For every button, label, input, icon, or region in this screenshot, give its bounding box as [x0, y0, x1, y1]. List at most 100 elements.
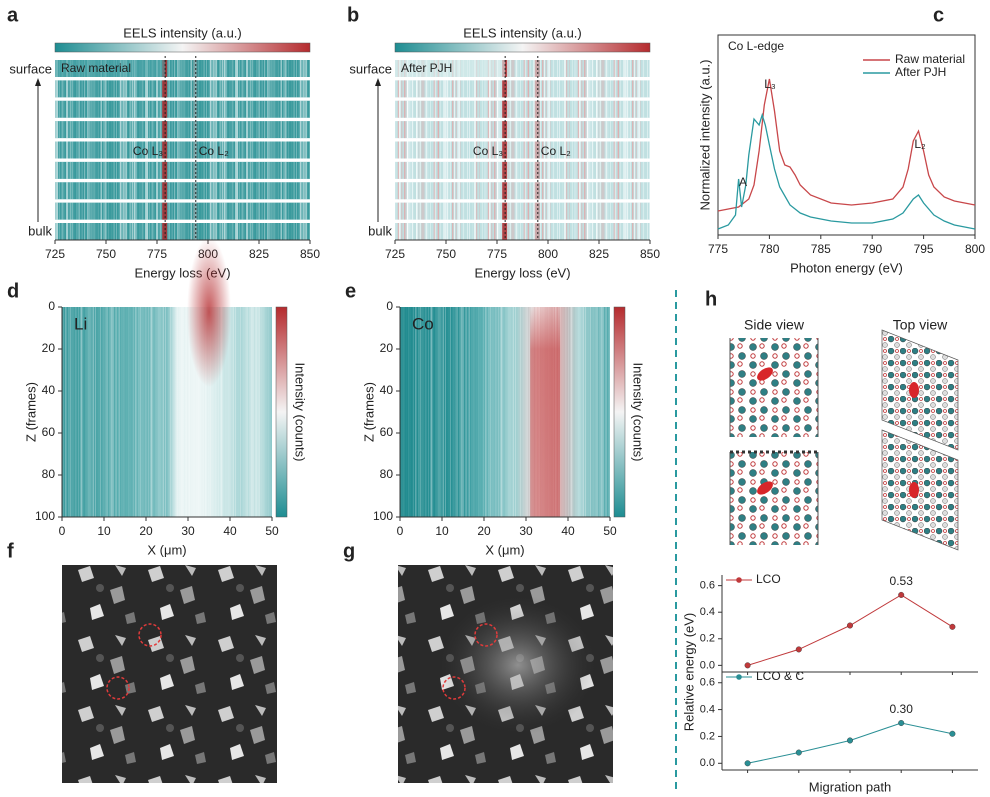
highlight-circle	[138, 623, 162, 647]
panel-label: e	[345, 280, 356, 302]
heatmap-hotspot	[187, 237, 231, 387]
annotation: L₂	[914, 137, 926, 151]
marker-label: Co L₂	[541, 144, 571, 158]
y-tick-label: 0	[48, 299, 55, 313]
annotation: L₃	[764, 77, 776, 91]
y-tick-label: 0.4	[700, 703, 715, 715]
spectrum-texture	[55, 80, 310, 98]
panel-label: g	[343, 540, 355, 562]
peak-column	[192, 223, 198, 240]
x-tick-label: 10	[435, 524, 449, 538]
x-tick-label: 40	[223, 524, 237, 538]
peak-column	[192, 202, 198, 220]
colorbar-label: Intensity (counts)	[631, 363, 646, 462]
heatmap-texture	[62, 307, 272, 517]
data-point	[898, 720, 905, 727]
x-tick-label: 825	[249, 247, 269, 261]
x-tick-label: 50	[265, 524, 279, 538]
view-title: Side view	[744, 317, 805, 333]
x-tick-label: 800	[965, 242, 985, 256]
row-label: Raw material	[61, 61, 131, 75]
heatmap-hotspot	[530, 307, 561, 517]
legend-label: After PJH	[895, 65, 946, 79]
spectrum-texture	[395, 80, 650, 98]
legend-label: LCO	[756, 572, 781, 586]
y-tick-label: 0.6	[700, 677, 715, 689]
panel-label: h	[705, 288, 717, 310]
x-tick-label: 10	[97, 524, 111, 538]
x-tick-label: 725	[385, 247, 405, 261]
x-tick-label: 30	[181, 524, 195, 538]
spectrum-texture	[395, 121, 650, 139]
spectrum-texture	[395, 223, 650, 240]
x-tick-label: 775	[708, 242, 728, 256]
y-tick-label: 20	[380, 341, 394, 355]
data-point	[949, 623, 956, 630]
peak-column	[502, 182, 508, 200]
peak-column	[534, 223, 540, 240]
peak-column	[192, 161, 198, 179]
series-line	[717, 78, 976, 212]
x-tick-label: 800	[538, 247, 558, 261]
y-tick-label: 100	[35, 509, 55, 523]
series-line	[747, 594, 953, 666]
spectrum-texture	[395, 182, 650, 200]
colorbar	[394, 42, 651, 53]
depth-arrow-head	[35, 78, 41, 86]
y-tick-label: 0.6	[700, 580, 715, 592]
x-tick-label: 750	[436, 247, 456, 261]
highlight-circle	[474, 623, 498, 647]
spectrum-texture	[395, 161, 650, 179]
heatmap-texture	[400, 307, 610, 517]
peak-column	[162, 161, 168, 179]
x-tick-label: 850	[300, 247, 320, 261]
depth-arrow-head	[375, 78, 381, 86]
x-tick-label: 780	[759, 242, 779, 256]
sem-bright-region	[438, 595, 598, 735]
y-tick-label: 60	[42, 425, 56, 439]
y-tick-label: 0.2	[700, 633, 715, 645]
y-tick-label: 0.0	[700, 659, 715, 671]
x-tick-label: 850	[640, 247, 660, 261]
marker-label: Co L₂	[199, 144, 229, 158]
y-tick-label: 80	[42, 467, 56, 481]
peak-column	[534, 202, 540, 220]
panel-label: f	[7, 540, 14, 562]
data-point	[795, 749, 802, 756]
y-tick-label: 40	[42, 383, 56, 397]
x-tick-label: 775	[487, 247, 507, 261]
surface-label: surface	[9, 61, 52, 76]
colorbar	[275, 306, 288, 518]
data-point	[949, 730, 956, 737]
marker-label: Co L₃	[133, 144, 163, 158]
peak-column	[534, 161, 540, 179]
x-tick-label: 40	[561, 524, 575, 538]
sem-image	[62, 565, 277, 783]
y-tick-label: 40	[380, 383, 394, 397]
y-tick-label: 60	[380, 425, 394, 439]
y-tick-label: 80	[380, 467, 394, 481]
migrating-ion	[757, 481, 773, 495]
migrating-ion	[757, 367, 773, 381]
y-tick-label: 0	[386, 299, 393, 313]
x-tick-label: 825	[589, 247, 609, 261]
x-axis-label: Energy loss (eV)	[474, 265, 570, 280]
peak-column	[162, 182, 168, 200]
x-tick-label: 50	[603, 524, 617, 538]
top-structure	[881, 329, 959, 451]
x-tick-label: 775	[147, 247, 167, 261]
spectrum-texture	[395, 141, 650, 159]
y-axis-label: Z (frames)	[361, 382, 376, 442]
y-axis-label: Z (frames)	[23, 382, 38, 442]
series-line	[717, 112, 976, 230]
data-point	[744, 662, 751, 669]
data-point	[795, 646, 802, 653]
surface-label: surface	[349, 61, 392, 76]
spectrum-texture	[55, 121, 310, 139]
colorbar-label: Intensity (counts)	[293, 363, 308, 462]
label-bg	[395, 60, 505, 77]
panel-label: c	[933, 4, 944, 26]
side-structure	[730, 452, 818, 545]
peak-column	[502, 202, 508, 220]
